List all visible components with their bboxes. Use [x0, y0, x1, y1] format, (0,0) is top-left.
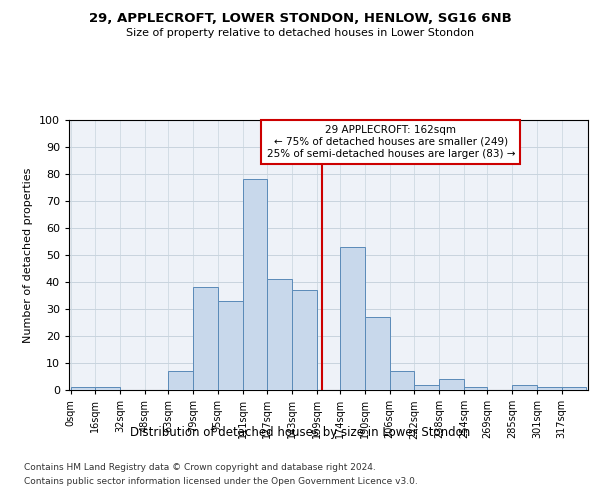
Bar	[95, 388, 120, 390]
Bar	[537, 388, 562, 390]
Bar	[365, 317, 389, 390]
Bar	[193, 288, 218, 390]
Bar	[340, 247, 365, 390]
Bar	[439, 379, 464, 390]
Text: Contains HM Land Registry data © Crown copyright and database right 2024.: Contains HM Land Registry data © Crown c…	[24, 464, 376, 472]
Bar	[168, 371, 193, 390]
Y-axis label: Number of detached properties: Number of detached properties	[23, 168, 34, 342]
Text: 29, APPLECROFT, LOWER STONDON, HENLOW, SG16 6NB: 29, APPLECROFT, LOWER STONDON, HENLOW, S…	[89, 12, 511, 26]
Text: Size of property relative to detached houses in Lower Stondon: Size of property relative to detached ho…	[126, 28, 474, 38]
Text: Contains public sector information licensed under the Open Government Licence v3: Contains public sector information licen…	[24, 477, 418, 486]
Bar	[415, 384, 439, 390]
Bar	[218, 301, 242, 390]
Bar	[464, 388, 487, 390]
Bar	[512, 384, 537, 390]
Bar	[389, 371, 415, 390]
Text: 29 APPLECROFT: 162sqm
← 75% of detached houses are smaller (249)
25% of semi-det: 29 APPLECROFT: 162sqm ← 75% of detached …	[266, 126, 515, 158]
Bar	[562, 388, 586, 390]
Bar	[268, 280, 292, 390]
Bar	[71, 388, 95, 390]
Text: Distribution of detached houses by size in Lower Stondon: Distribution of detached houses by size …	[130, 426, 470, 439]
Bar	[292, 290, 317, 390]
Bar	[242, 180, 268, 390]
